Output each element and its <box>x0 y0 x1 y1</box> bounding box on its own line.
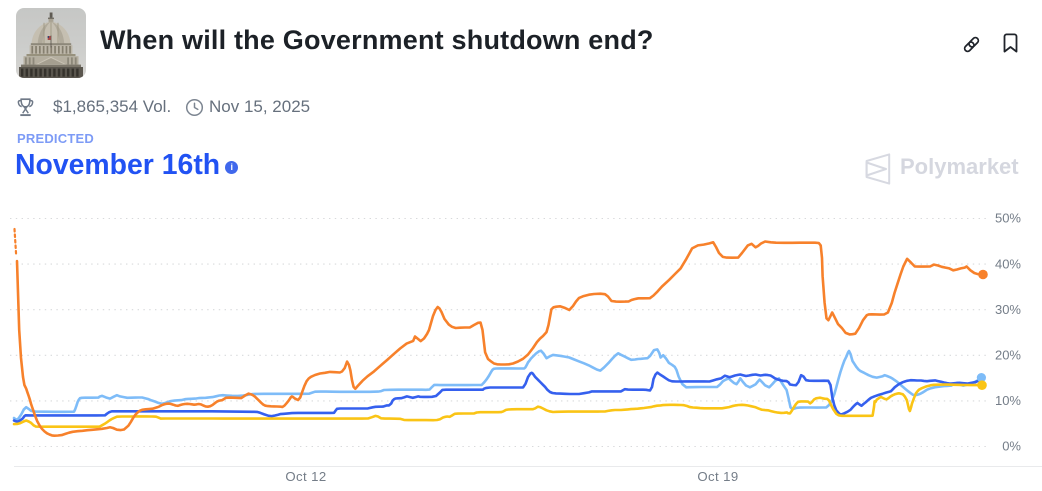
svg-text:40%: 40% <box>995 256 1021 271</box>
svg-text:0%: 0% <box>1002 439 1021 454</box>
svg-text:20%: 20% <box>995 348 1021 363</box>
svg-text:50%: 50% <box>995 211 1021 226</box>
svg-text:30%: 30% <box>995 302 1021 317</box>
svg-text:Oct 19: Oct 19 <box>697 469 738 484</box>
svg-text:Oct 12: Oct 12 <box>285 469 326 484</box>
svg-text:10%: 10% <box>995 393 1021 408</box>
